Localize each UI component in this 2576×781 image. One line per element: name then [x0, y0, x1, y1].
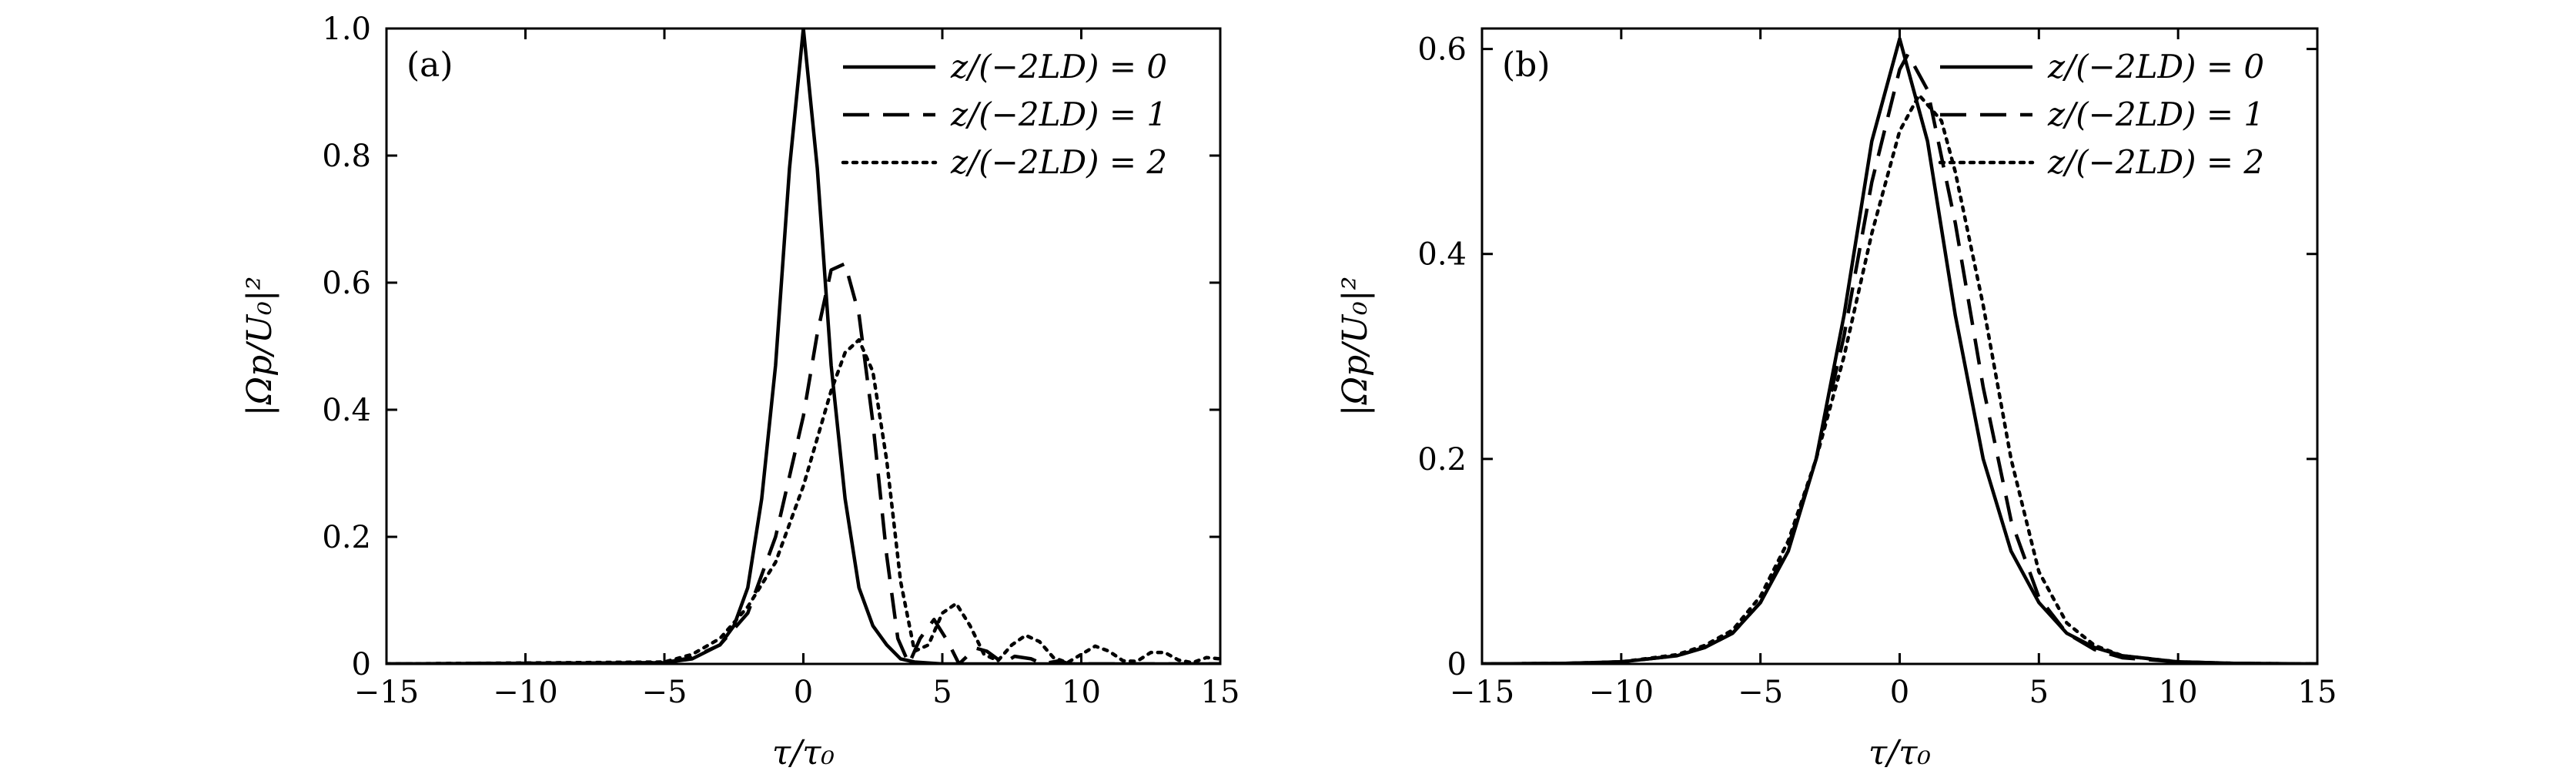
panel-a-y-tick-label: 0.8	[322, 139, 371, 174]
panel-b-x-tick-label: 5	[2029, 675, 2049, 710]
panel-b-y-axis-label: |Ωp/U₀|²	[1336, 277, 1375, 416]
panel-a-x-tick-label: 15	[1201, 675, 1240, 710]
panel-b-x-tick-label: 0	[1890, 675, 1909, 710]
panel-a-curves	[386, 28, 1220, 664]
panel-b-y-tick-label: 0.4	[1417, 237, 1467, 273]
panel-a-legend-label: z/(−2LD) = 2	[950, 143, 1167, 181]
panel-a-y-tick-label: 0.2	[322, 520, 371, 555]
panel-b-legend: z/(−2LD) = 0 z/(−2LD) = 1 z/(−2LD) = 2	[1938, 48, 2264, 181]
panel-a-x-tick-label: 10	[1062, 675, 1101, 710]
panel-b-series-dashed-line	[1482, 52, 2317, 664]
panel-b-x-tick-label: 15	[2298, 675, 2337, 710]
panel-b-x-tick-label: −5	[1738, 675, 1783, 710]
panel-a-series-dotted-line	[386, 338, 1220, 664]
panel-b-x-tick-label: 10	[2159, 675, 2198, 710]
panel-b-x-axis-label: τ/τ₀	[1868, 733, 1932, 773]
panel-b-y-tick-label: 0.6	[1417, 32, 1467, 68]
panel-a-chart: −15 −10 −5 0 5 10 15 0 0.2 0.4 0.6 0.8 1.0 τ/τ₀ |Ωp/U₀…	[240, 12, 1239, 773]
panel-a-series-dashed-line	[386, 262, 1220, 664]
panel-b-chart: −15 −10 −5 0 5 10 15 0 0.2 0.4 0.6 τ/τ₀ |Ωp/U₀|² (b) z…	[1336, 27, 2337, 773]
panel-a-y-tick-label: 0.6	[322, 266, 371, 301]
panel-a-legend-label: z/(−2LD) = 0	[950, 48, 1167, 85]
panel-a-legend-label: z/(−2LD) = 1	[950, 96, 1167, 133]
panel-a-legend: z/(−2LD) = 0 z/(−2LD) = 1 z/(−2LD) = 2	[841, 48, 1167, 181]
panel-b-x-tick-label: −15	[1450, 675, 1514, 710]
panel-a-x-axis-label: τ/τ₀	[772, 733, 835, 773]
panel-a-x-tick-label: −15	[354, 675, 419, 710]
panel-b-panel-label: (b)	[1502, 45, 1551, 85]
panel-b-legend-label: z/(−2LD) = 2	[2047, 143, 2264, 181]
panel-b-legend-label: z/(−2LD) = 0	[2047, 48, 2264, 85]
panel-b-legend-label: z/(−2LD) = 1	[2047, 96, 2264, 133]
panel-b-y-tick-label: 0.2	[1417, 442, 1467, 478]
panel-a-y-tick-label: 0	[352, 647, 371, 682]
panel-a-y-axis-label: |Ωp/U₀|²	[240, 277, 279, 416]
panel-a-x-tick-label: 0	[794, 675, 813, 710]
panel-a-x-tick-label: −5	[642, 675, 687, 710]
panel-b-series-dotted-line	[1482, 93, 2317, 664]
panel-a-panel-label: (a)	[406, 45, 453, 85]
panel-a-y-tick-label: 0.4	[322, 393, 371, 428]
panel-a-x-tick-label: 5	[932, 675, 952, 710]
panel-a-x-tick-label: −10	[493, 675, 557, 710]
panel-b-y-tick-label: 0	[1447, 647, 1467, 682]
panel-b-x-tick-label: −10	[1589, 675, 1654, 710]
panel-a-y-tick-label: 1.0	[322, 12, 371, 47]
